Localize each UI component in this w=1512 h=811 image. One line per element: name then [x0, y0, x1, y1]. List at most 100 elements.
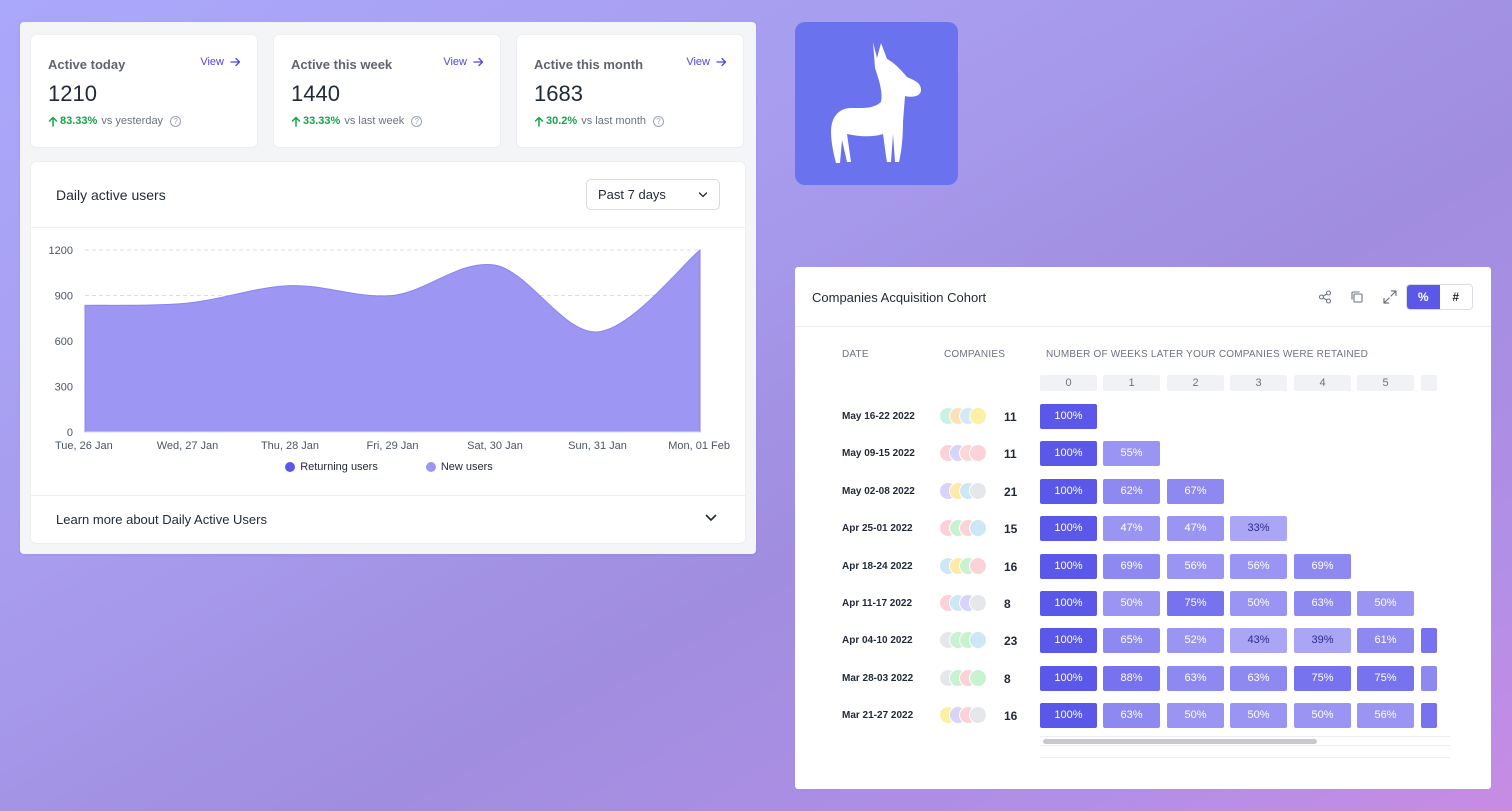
retention-cell[interactable]: 62%	[1103, 478, 1160, 504]
stat-card-today: Active today View 1210 83.33% vs yesterd…	[30, 34, 258, 148]
view-link[interactable]: View	[443, 56, 484, 68]
x-tick-label: Fri, 29 Jan	[367, 440, 419, 452]
week-index-label: 0	[1040, 375, 1097, 391]
retention-cell[interactable]: 55%	[1103, 441, 1160, 467]
cohort-title: Companies Acquisition Cohort	[812, 290, 987, 305]
cohort-date: Apr 18-24 2022	[842, 560, 913, 572]
help-icon[interactable]: ?	[411, 115, 423, 127]
week-index-label: 1	[1103, 375, 1160, 391]
x-tick-label: Sat, 30 Jan	[467, 440, 523, 452]
horizontal-scrollbar[interactable]	[1040, 736, 1450, 746]
cohort-date: May 09-15 2022	[842, 448, 915, 460]
stat-change-value: 30.2%	[546, 115, 578, 127]
retention-cell[interactable]: 100%	[1040, 404, 1097, 429]
cohort-date: Apr 04-10 2022	[842, 635, 913, 647]
company-avatar	[969, 444, 987, 463]
cohort-date: Apr 25-01 2022	[842, 523, 913, 535]
help-icon[interactable]: ?	[653, 115, 665, 127]
share-icon[interactable]	[1315, 287, 1335, 307]
legend-dot-returning	[285, 462, 296, 472]
arrow-right-icon	[473, 57, 484, 67]
retention-cell[interactable]: 47%	[1103, 516, 1160, 542]
llama-icon	[831, 42, 921, 163]
retention-cell[interactable]: 50%	[1294, 703, 1351, 729]
retention-cell-partial[interactable]	[1421, 665, 1437, 691]
retention-cell[interactable]: 50%	[1230, 703, 1287, 729]
retention-cell[interactable]: 63%	[1103, 703, 1160, 729]
retention-cell[interactable]: 39%	[1294, 628, 1351, 654]
retention-cell[interactable]: 56%	[1167, 553, 1224, 579]
copy-icon[interactable]	[1347, 287, 1367, 307]
legend-item-new[interactable]: New users	[425, 461, 493, 473]
retention-cell[interactable]: 100%	[1040, 478, 1097, 504]
stat-change-value: 33.33%	[303, 115, 341, 127]
view-link[interactable]: View	[200, 56, 241, 68]
retention-cell[interactable]: 63%	[1230, 665, 1287, 691]
daily-active-users-card: Daily active users Past 7 days 0 300 600 90…	[30, 161, 746, 544]
retention-cell[interactable]: 52%	[1167, 628, 1224, 654]
date-range-value: Past 7 days	[598, 187, 666, 202]
retention-cell[interactable]: 100%	[1040, 628, 1097, 654]
retention-cell[interactable]: 100%	[1040, 553, 1097, 579]
series-area-new-users	[84, 248, 701, 433]
company-count: 16	[1004, 559, 1018, 574]
retention-cell[interactable]: 56%	[1230, 553, 1287, 579]
retention-cell[interactable]: 50%	[1167, 703, 1224, 729]
expand-icon[interactable]	[1380, 287, 1400, 307]
view-link[interactable]: View	[686, 56, 727, 68]
retention-cell[interactable]: 50%	[1103, 591, 1160, 616]
retention-cell[interactable]: 75%	[1294, 665, 1351, 691]
retention-cell-partial[interactable]	[1421, 703, 1437, 729]
company-avatars	[939, 519, 989, 539]
stat-title: Active this month	[534, 57, 644, 72]
retention-cell[interactable]: 56%	[1357, 703, 1414, 729]
retention-cell[interactable]: 75%	[1357, 665, 1414, 691]
company-avatars	[939, 481, 989, 502]
llama-logo	[795, 22, 958, 185]
stat-value: 1440	[291, 81, 340, 106]
help-icon[interactable]: ?	[170, 115, 182, 127]
retention-cell[interactable]: 69%	[1294, 553, 1351, 579]
percent-toggle-button[interactable]: %	[1407, 285, 1440, 309]
retention-cell[interactable]: 100%	[1040, 441, 1097, 467]
retention-cell[interactable]: 69%	[1103, 553, 1160, 579]
x-tick-label: Thu, 28 Jan	[261, 440, 319, 452]
cohort-date: Apr 11-17 2022	[842, 598, 913, 609]
divider	[1040, 757, 1450, 758]
date-range-select[interactable]: Past 7 days	[586, 179, 720, 210]
retention-cell[interactable]: 63%	[1294, 591, 1351, 616]
legend-item-returning[interactable]: Returning users	[285, 461, 378, 473]
week-index-label: 4	[1294, 375, 1351, 391]
stat-card-month: Active this month View 1683 30.2% vs las…	[516, 34, 744, 148]
retention-cell[interactable]: 100%	[1040, 516, 1097, 542]
retention-cell[interactable]: 43%	[1230, 628, 1287, 654]
retention-cell-partial[interactable]	[1421, 628, 1437, 654]
arrow-right-icon	[716, 57, 727, 67]
y-tick-label: 0	[67, 427, 73, 439]
cohort-date: May 02-08 2022	[842, 485, 915, 497]
count-toggle-button[interactable]: #	[1439, 285, 1472, 309]
company-avatar	[969, 594, 987, 612]
retention-cell[interactable]: 65%	[1103, 628, 1160, 654]
company-avatar	[969, 481, 987, 500]
retention-cell[interactable]: 33%	[1230, 516, 1287, 542]
retention-cell[interactable]: 61%	[1357, 628, 1414, 654]
retention-cell[interactable]: 88%	[1103, 665, 1160, 691]
retention-cell[interactable]: 100%	[1040, 665, 1097, 691]
retention-cell[interactable]: 50%	[1230, 591, 1287, 616]
arrow-right-icon	[230, 57, 241, 67]
company-avatar	[969, 519, 987, 538]
legend-dot-new	[425, 462, 436, 472]
retention-cell[interactable]: 63%	[1167, 665, 1224, 691]
retention-cell[interactable]: 100%	[1040, 591, 1097, 616]
stat-title: Active today	[48, 57, 126, 72]
dau-learn-more[interactable]: Learn more about Daily Active Users	[31, 495, 745, 543]
retention-cell[interactable]: 67%	[1167, 478, 1224, 504]
arrow-up-icon	[291, 116, 301, 127]
retention-cell[interactable]: 75%	[1167, 591, 1224, 616]
retention-cell[interactable]: 47%	[1167, 516, 1224, 542]
retention-cell[interactable]: 100%	[1040, 703, 1097, 729]
retention-cell[interactable]: 50%	[1357, 591, 1414, 616]
scrollbar-thumb[interactable]	[1043, 739, 1317, 744]
dau-title: Daily active users	[56, 187, 166, 203]
